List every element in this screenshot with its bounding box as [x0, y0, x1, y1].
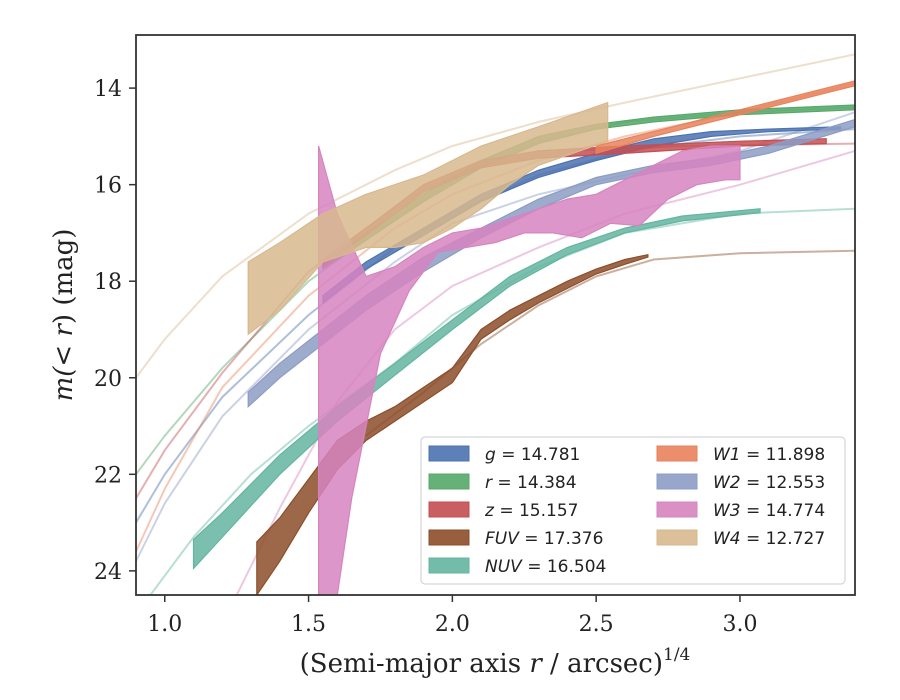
legend-entry: z = 15.157 — [484, 501, 578, 521]
series-5-band — [595, 80, 855, 155]
y-tick-label: 18 — [94, 270, 122, 295]
legend-box — [420, 436, 846, 585]
legend-swatch — [428, 501, 470, 518]
x-axis-label: (Semi-major axis r / arcsec)1/4 — [300, 645, 691, 679]
legend-entry: W1 = 11.898 — [713, 445, 825, 465]
series-7-band — [318, 145, 741, 595]
y-tick-label: 14 — [94, 77, 122, 102]
y-tick-label: 24 — [94, 560, 122, 585]
legend-swatch — [428, 529, 470, 546]
series-7-model-line — [235, 149, 855, 595]
y-axis: 14 16 18 20 22 24 — [94, 77, 136, 585]
x-tick-label: 1.0 — [147, 612, 182, 637]
legend-entry: r = 14.384 — [485, 473, 577, 493]
legend-swatch — [656, 445, 698, 462]
legend-swatch — [428, 557, 470, 574]
legend-swatch — [656, 501, 698, 518]
y-tick-label: 20 — [94, 367, 122, 392]
legend-swatch — [428, 445, 470, 462]
series-8-band — [247, 101, 609, 336]
y-tick-label: 16 — [94, 174, 122, 199]
series-4-model-line — [149, 207, 855, 595]
legend-entry: NUV = 16.504 — [485, 557, 606, 577]
y-tick-label: 22 — [94, 463, 122, 488]
legend-entry: FUV = 17.376 — [485, 529, 603, 549]
series-8-model-line — [136, 53, 855, 379]
data-bands — [192, 80, 855, 595]
y-axis-label: m(< r) (mag) — [49, 229, 79, 402]
legend-entry: W4 = 12.727 — [713, 529, 825, 549]
x-tick-label: 3.0 — [722, 612, 757, 637]
legend: g = 14.781 r = 14.384 z = 15.157 FUV = 17.3… — [420, 436, 846, 585]
legend-entry: W3 = 14.774 — [713, 501, 825, 521]
series-3-band — [256, 253, 649, 595]
x-tick-label: 2.5 — [579, 612, 614, 637]
legend-swatch — [428, 473, 470, 490]
legend-entry: g = 14.781 — [485, 445, 580, 465]
legend-entry: W2 = 12.553 — [713, 473, 825, 493]
x-tick-label: 2.0 — [435, 612, 470, 637]
plot-frame — [135, 34, 856, 596]
legend-swatch — [656, 473, 698, 490]
legend-swatch — [656, 529, 698, 546]
x-tick-label: 1.5 — [291, 612, 326, 637]
x-axis: 1.0 1.5 2.0 2.5 3.0 — [147, 595, 757, 637]
